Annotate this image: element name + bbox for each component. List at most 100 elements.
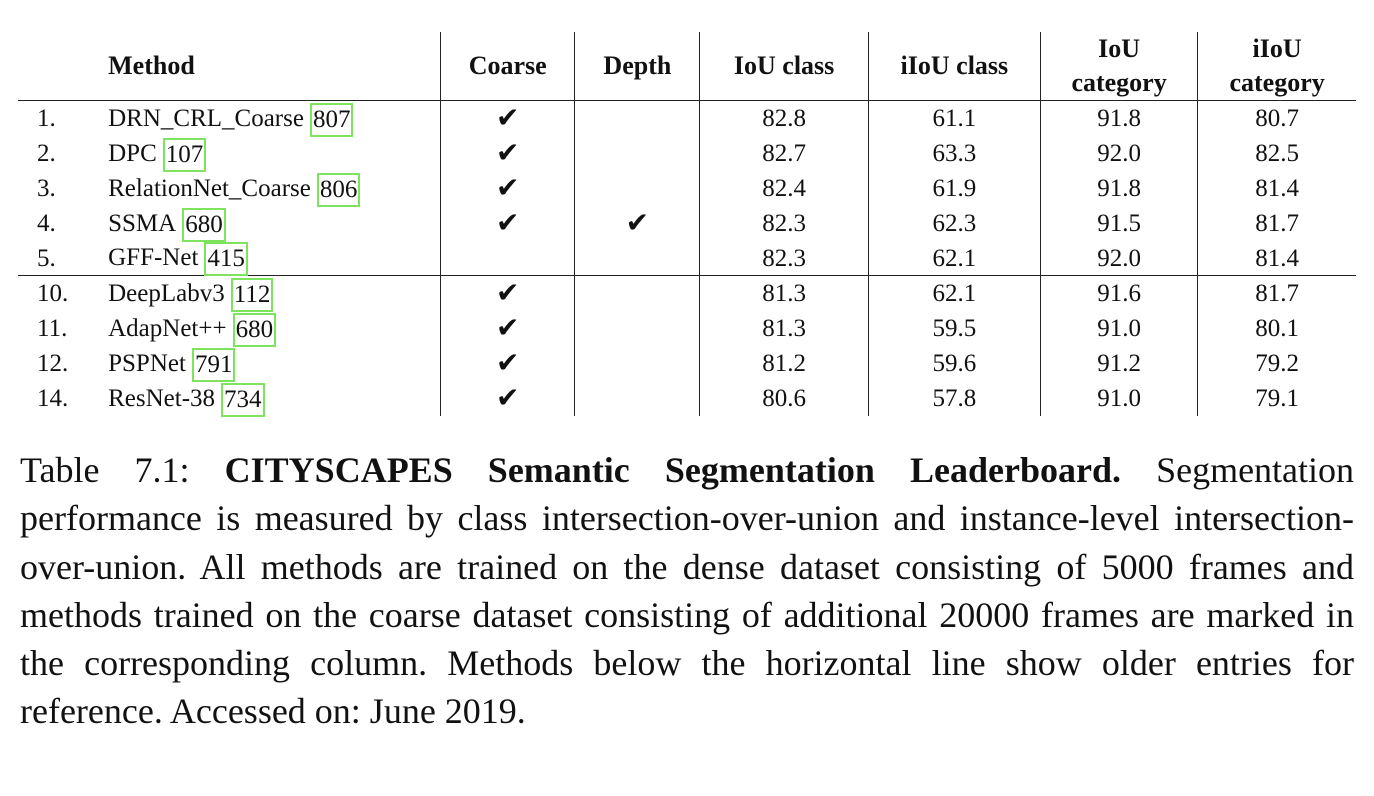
iiou-class-cell: 62.1 [867,275,1041,311]
method-name: DRN_CRL_Coarse [108,104,304,132]
iou-category-cell: 91.0 [1039,381,1198,416]
header-index [18,32,109,101]
iou-category-cell: 91.8 [1039,171,1198,206]
method-name: AdapNet++ [108,314,227,342]
coarse-cell: ✔ [440,171,575,206]
citation-link[interactable]: 107 [162,137,207,172]
iou-class-cell: 80.6 [699,381,869,416]
iiou-class-cell: 61.9 [867,171,1041,206]
iou-class-cell: 81.3 [699,275,869,311]
row-method: SSMA 680 [108,206,440,242]
table-row: 2. DPC 107 ✔ 82.7 63.3 92.0 82.5 [18,136,1356,172]
row-index: 1. [37,105,56,132]
table-row: 11. AdapNet++ 680 ✔ 81.3 59.5 91.0 80.1 [18,311,1356,347]
checkmark-icon: ✔ [495,381,520,414]
iiou-class-cell: 61.1 [867,100,1041,136]
leaderboard-table-container: Method Coarse Depth IoU class iIoU class… [18,32,1356,417]
method-name: PSPNet [108,349,186,377]
table-row: 4. SSMA 680 ✔ ✔ 82.3 62.3 91.5 81.7 [18,206,1356,242]
table-row: 1. DRN_CRL_Coarse 807 ✔ 82.8 61.1 91.8 80.7 [18,100,1356,137]
iou-category-cell: 91.8 [1039,100,1198,136]
checkmark-icon: ✔ [625,206,650,239]
header-coarse: Coarse [440,32,575,101]
citation-link[interactable]: 806 [316,172,361,207]
coarse-cell: ✔ [440,381,575,416]
row-method: DRN_CRL_Coarse 807 [108,101,440,137]
header-iiou-category-line2: category [1229,68,1325,97]
depth-cell [574,381,700,416]
iiou-class-cell: 63.3 [867,136,1041,171]
row-method: GFF-Net 415 [108,241,441,276]
method-name: DPC [108,139,157,167]
citation-link[interactable]: 807 [309,102,354,137]
header-iiou-class: iIoU class [867,32,1041,101]
citation-link[interactable]: 791 [191,347,236,382]
iiou-class-cell: 59.6 [867,346,1041,381]
iou-class-cell: 82.4 [699,171,869,206]
depth-cell [574,171,700,206]
coarse-cell: ✔ [440,275,575,311]
checkmark-icon: ✔ [495,276,520,309]
iiou-category-cell: 81.7 [1197,206,1356,241]
header-depth: Depth [574,32,700,101]
header-iou-category: IoU category [1039,32,1198,101]
iou-class-cell: 81.3 [699,311,869,346]
table-row: 12. PSPNet 791 ✔ 81.2 59.6 91.2 79.2 [18,346,1356,382]
depth-cell [574,241,700,276]
iiou-category-cell: 80.1 [1197,311,1356,346]
header-iou-class: IoU class [699,32,869,101]
row-index: 5. [18,241,109,276]
depth-cell [574,346,700,381]
header-iou-category-line1: IoU [1098,34,1141,63]
iou-class-cell: 81.2 [699,346,869,381]
iiou-category-cell: 81.4 [1197,241,1356,276]
coarse-cell: ✔ [440,206,575,241]
iou-category-cell: 91.2 [1039,346,1198,381]
iou-class-cell: 82.7 [699,136,869,171]
depth-cell [574,100,700,136]
table-row: 3. RelationNet_Coarse 806 ✔ 82.4 61.9 91.8 81.4 [18,171,1356,207]
citation-link[interactable]: 415 [204,242,248,276]
coarse-cell [440,241,575,276]
iiou-class-cell: 59.5 [867,311,1041,346]
coarse-cell: ✔ [440,100,575,136]
table-caption: Table 7.1: CITYSCAPES Semantic Segmentat… [20,446,1354,736]
row-index: 10. [37,280,69,307]
method-name: ResNet-38 [108,384,216,412]
coarse-cell: ✔ [440,136,575,171]
iou-category-cell: 91.5 [1039,206,1198,241]
row-method: DPC 107 [108,136,440,172]
table-body: 1. DRN_CRL_Coarse 807 ✔ 82.8 61.1 91.8 80.7 2. DP… [18,100,1356,417]
citation-link[interactable]: 112 [230,277,274,312]
iiou-category-cell: 79.2 [1197,346,1356,381]
depth-cell: ✔ [574,206,700,241]
iiou-class-cell: 57.8 [867,381,1041,416]
checkmark-icon: ✔ [495,346,520,379]
depth-cell [574,136,700,171]
table-row: 14. ResNet-38 734 ✔ 80.6 57.8 91.0 79.1 [18,381,1356,417]
table-row: 5. GFF-Net 415 82.3 62.1 92.0 81.4 [18,241,1356,276]
iiou-category-cell: 81.4 [1197,171,1356,206]
citation-link[interactable]: 680 [182,207,226,242]
checkmark-icon: ✔ [495,311,520,344]
row-index: 12. [37,350,69,377]
table-header-row: Method Coarse Depth IoU class iIoU class… [18,32,1356,101]
iou-class-cell: 82.3 [699,241,869,276]
citation-link[interactable]: 734 [221,382,265,417]
row-method: ResNet-38 734 [108,381,440,417]
iiou-category-cell: 80.7 [1197,100,1356,136]
row-index: 11. [37,315,68,342]
method-name: RelationNet_Coarse [108,174,311,202]
depth-cell [574,275,700,311]
citation-link[interactable]: 680 [232,312,277,347]
checkmark-icon: ✔ [495,136,520,169]
checkmark-icon: ✔ [495,101,520,134]
row-method: DeepLabv3 112 [108,276,440,312]
checkmark-icon: ✔ [495,171,520,204]
header-method: Method [108,32,441,101]
caption-body: Segmentation performance is measured by … [20,450,1355,732]
row-index: 2. [37,140,56,167]
iou-category-cell: 91.0 [1039,311,1198,346]
method-name: DeepLabv3 [108,279,225,307]
row-method: PSPNet 791 [108,346,440,382]
